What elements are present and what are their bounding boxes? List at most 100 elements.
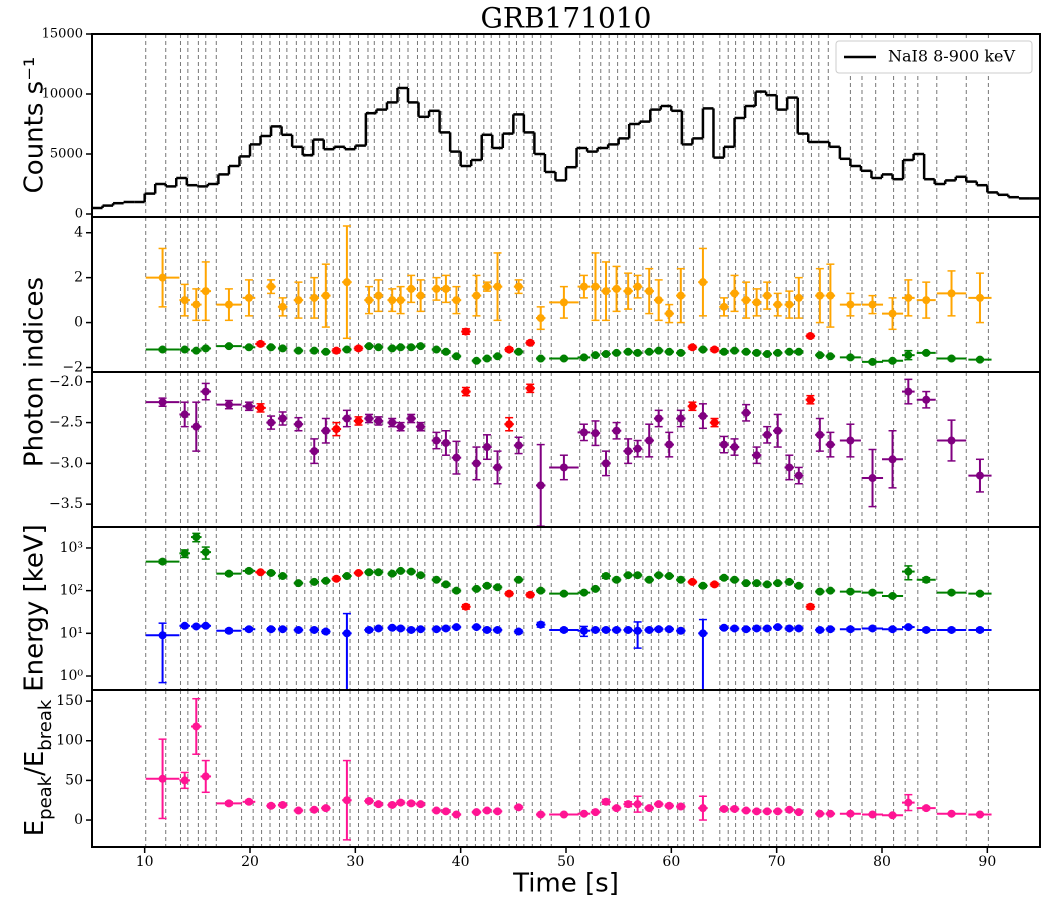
data-point: [267, 801, 276, 810]
y-tick-label: 10000: [42, 87, 83, 102]
data-point: [947, 809, 956, 818]
data-point: [396, 343, 405, 352]
data-point: [505, 589, 514, 598]
data-point: [407, 343, 416, 352]
data-point: [579, 809, 588, 818]
y-axis-label-part: break: [35, 699, 56, 751]
data-point: [785, 624, 794, 633]
data-point: [752, 298, 761, 307]
data-point: [922, 625, 931, 634]
data-point: [612, 348, 621, 357]
data-point: [452, 586, 461, 595]
data-point: [267, 568, 276, 577]
data-point: [815, 587, 824, 596]
data-point: [244, 566, 253, 575]
data-point: [278, 800, 287, 809]
data-point: [846, 353, 855, 362]
data-point: [278, 344, 287, 353]
data-point: [192, 622, 201, 631]
data-point: [354, 568, 363, 577]
data-point: [526, 590, 535, 599]
data-point: [294, 296, 303, 305]
data-point: [354, 344, 363, 353]
data-point: [472, 356, 481, 365]
y-axis-label-part: peak: [35, 775, 56, 820]
x-tick-label: 70: [768, 854, 786, 870]
data-point: [752, 807, 761, 816]
y-axis-label-part: /E: [20, 751, 50, 776]
data-point: [846, 587, 855, 596]
data-point: [388, 800, 397, 809]
data-point: [579, 282, 588, 291]
data-point: [244, 625, 253, 634]
data-point: [461, 387, 470, 396]
data-point: [267, 625, 276, 634]
data-point: [975, 293, 984, 302]
data-point: [493, 807, 502, 816]
data-point: [846, 809, 855, 818]
data-point: [514, 441, 523, 450]
data-point: [332, 425, 341, 434]
data-point: [493, 282, 502, 291]
data-point: [365, 296, 374, 305]
x-tick-label: 20: [241, 854, 259, 870]
y-tick-label: 0: [74, 812, 83, 828]
data-point: [888, 591, 897, 600]
data-point: [267, 282, 276, 291]
data-point: [676, 348, 685, 357]
data-point: [472, 584, 481, 593]
data-point: [536, 314, 545, 323]
data-point: [472, 808, 481, 817]
data-point: [904, 351, 913, 360]
data-point: [763, 350, 772, 359]
data-point: [505, 345, 514, 354]
data-point: [192, 300, 201, 309]
data-point: [505, 420, 514, 429]
data-point: [665, 572, 674, 581]
legend-label: NaI8 8-900 keV: [888, 47, 1016, 66]
data-point: [698, 629, 707, 638]
data-point: [826, 291, 835, 300]
data-point: [158, 774, 167, 783]
data-point: [742, 625, 751, 634]
data-point: [794, 471, 803, 480]
data-point: [244, 797, 253, 806]
data-point: [374, 416, 383, 425]
data-point: [294, 420, 303, 429]
y-tick-label: 10¹: [60, 625, 83, 641]
data-point: [785, 805, 794, 814]
data-point: [461, 602, 470, 611]
data-point: [526, 338, 535, 347]
data-point: [432, 284, 441, 293]
data-point: [321, 576, 330, 585]
data-point: [752, 348, 761, 357]
data-point: [441, 580, 450, 589]
data-point: [815, 291, 824, 300]
data-point: [579, 626, 588, 635]
data-point: [654, 414, 663, 423]
data-point: [815, 430, 824, 439]
y-tick-label: 100: [56, 733, 83, 749]
data-point: [904, 387, 913, 396]
x-tick-label: 80: [873, 854, 891, 870]
data-point: [536, 481, 545, 490]
data-point: [794, 581, 803, 590]
data-point: [514, 347, 523, 356]
data-point: [354, 416, 363, 425]
data-point: [624, 571, 633, 580]
data-point: [416, 342, 425, 351]
data-point: [332, 574, 341, 583]
data-point: [461, 327, 470, 336]
data-point: [826, 809, 835, 818]
data-point: [730, 443, 739, 452]
data-point: [676, 802, 685, 811]
data-point: [483, 625, 491, 634]
y-tick-label: 10³: [60, 540, 83, 556]
data-point: [278, 572, 287, 581]
data-point: [654, 625, 663, 634]
data-point: [244, 343, 253, 352]
data-point: [416, 800, 425, 809]
data-point: [452, 810, 461, 819]
data-point: [278, 302, 287, 311]
